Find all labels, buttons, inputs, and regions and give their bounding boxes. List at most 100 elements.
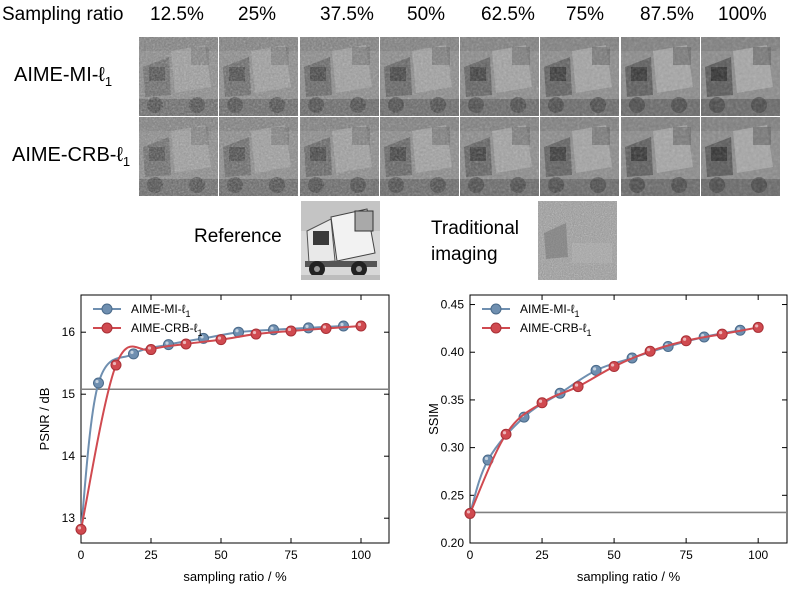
data-point <box>163 339 174 351</box>
x-tick-label: 0 <box>78 548 85 562</box>
x-axis-label: sampling ratio / % <box>183 569 287 584</box>
ratio-label: 62.5% <box>481 4 535 25</box>
data-point-highlight <box>112 361 117 366</box>
reconstruction-tile <box>219 37 298 116</box>
ratio-label: 87.5% <box>640 4 694 25</box>
reconstruction-tile <box>701 37 780 116</box>
data-point-highlight <box>484 456 489 461</box>
psnr-chart-svg: 0 25 50 75 100 13 14 15 16 sampling ratio / % PSNR… <box>37 294 390 584</box>
reconstruction-tile <box>621 117 700 196</box>
legend-marker <box>490 303 502 315</box>
data-point <box>75 523 87 535</box>
ssim-chart: 0 25 50 75 100 0.20 0.25 0.30 0.35 0.40 0.45 sampli… <box>400 285 797 594</box>
data-point-highlight <box>466 510 471 514</box>
x-tick-label: 0 <box>467 548 474 562</box>
legend-label: AIME-CRB-ℓ1 <box>520 321 592 338</box>
reconstruction-tile <box>300 117 379 196</box>
y-tick-label: 15 <box>62 387 76 401</box>
ratio-label: 37.5% <box>320 4 374 25</box>
x-tick-label: 50 <box>607 548 621 562</box>
y-tick-label: 0.35 <box>441 393 465 407</box>
x-tick-label: 75 <box>679 548 693 562</box>
reconstruction-tile <box>701 117 780 196</box>
data-point <box>500 428 512 440</box>
data-point-highlight <box>538 399 543 403</box>
x-tick-label: 50 <box>214 548 228 562</box>
legend-label: AIME-MI-ℓ1 <box>520 302 580 319</box>
data-point-highlight <box>683 337 687 341</box>
data-point-highlight <box>755 324 759 328</box>
reconstruction-tile <box>540 117 619 196</box>
ssim-chart-svg: 0 25 50 75 100 0.20 0.25 0.30 0.35 0.40 0.45 sampli… <box>426 294 788 584</box>
y-tick-label: 0.20 <box>441 536 465 550</box>
traditional-imaging-label: Traditional imaging <box>431 216 519 268</box>
data-point-highlight <box>182 340 187 345</box>
y-axis-label: PSNR / dB <box>37 388 52 451</box>
data-point-highlight <box>95 379 99 384</box>
ratio-label: 12.5% <box>150 4 204 25</box>
y-tick-label: 14 <box>62 449 76 463</box>
x-tick-label: 75 <box>284 548 298 562</box>
data-point-highlight <box>217 336 222 340</box>
data-point <box>355 320 367 332</box>
x-tick-label: 100 <box>748 548 768 562</box>
ratio-label: 75% <box>566 4 605 25</box>
legend-marker <box>101 303 113 315</box>
y-tick-label: 13 <box>62 511 76 525</box>
data-point <box>320 322 332 334</box>
data-point-highlight <box>165 341 169 345</box>
x-tick-label: 25 <box>144 548 158 562</box>
y-axis-label: SSIM <box>426 403 441 435</box>
data-point-highlight <box>77 526 82 530</box>
data-point-highlight <box>305 324 309 328</box>
data-point <box>572 381 584 393</box>
data-point-highlight <box>130 350 134 354</box>
data-point <box>464 507 476 519</box>
data-point <box>145 344 157 356</box>
plot-frame <box>469 294 788 544</box>
y-tick-label: 0.40 <box>441 345 465 359</box>
data-point <box>110 359 122 371</box>
reconstruction-tile <box>460 117 539 196</box>
data-point-highlight <box>235 329 239 333</box>
ratio-label: 50% <box>407 4 446 25</box>
data-point-highlight <box>629 354 633 359</box>
data-point-highlight <box>610 363 615 367</box>
x-tick-label: 100 <box>351 548 371 562</box>
series-line <box>469 326 759 514</box>
ratio-label: 100% <box>718 4 767 25</box>
data-point <box>215 334 227 346</box>
sampling-ratio-header: Sampling ratio <box>2 4 124 25</box>
data-point-highlight <box>322 325 327 329</box>
data-point <box>608 361 620 373</box>
traditional-label-line1: Traditional <box>431 218 520 239</box>
data-point <box>128 348 139 360</box>
reconstruction-tile <box>139 37 218 116</box>
data-point-highlight <box>252 330 257 335</box>
data-point-highlight <box>701 333 705 338</box>
traditional-label-line2: imaging <box>431 244 498 265</box>
reconstruction-tile <box>460 37 539 116</box>
traditional-imaging-image <box>538 201 617 280</box>
reference-image <box>301 201 380 280</box>
reconstruction-tile <box>621 37 700 116</box>
data-point <box>536 397 548 409</box>
data-point-highlight <box>147 346 152 350</box>
reconstruction-tile <box>540 37 619 116</box>
data-point-highlight <box>287 327 292 332</box>
legend-label: AIME-CRB-ℓ1 <box>131 321 203 338</box>
data-point-highlight <box>502 431 507 435</box>
reconstruction-tile <box>300 37 379 116</box>
data-point-highlight <box>270 326 274 330</box>
x-axis-label: sampling ratio / % <box>577 569 681 584</box>
data-point <box>250 328 262 340</box>
ratio-label: 25% <box>238 4 277 25</box>
data-point-highlight <box>556 390 561 394</box>
data-point <box>752 321 764 333</box>
y-tick-label: 0.30 <box>441 441 465 455</box>
x-tick-label: 25 <box>535 548 549 562</box>
reconstruction-tile <box>139 117 218 196</box>
data-point <box>303 322 314 334</box>
data-point-highlight <box>340 322 344 327</box>
plot-frame <box>80 294 390 544</box>
